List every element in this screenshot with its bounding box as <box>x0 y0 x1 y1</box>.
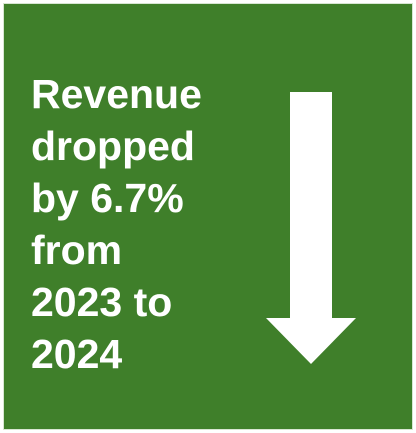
headline-line-4: from <box>31 227 123 273</box>
headline-text: Revenue dropped by 6.7% from 2023 to 202… <box>31 68 261 380</box>
arrow-down-shape <box>266 92 356 364</box>
headline-line-5: 2023 to <box>31 279 173 325</box>
headline-line-1: Revenue <box>31 71 202 117</box>
revenue-drop-card: Revenue dropped by 6.7% from 2023 to 202… <box>3 3 413 430</box>
headline-line-3: by 6.7% <box>31 175 184 221</box>
headline-line-6: 2024 <box>31 331 123 377</box>
headline-line-2: dropped <box>31 123 195 169</box>
arrow-down-icon <box>266 92 356 364</box>
